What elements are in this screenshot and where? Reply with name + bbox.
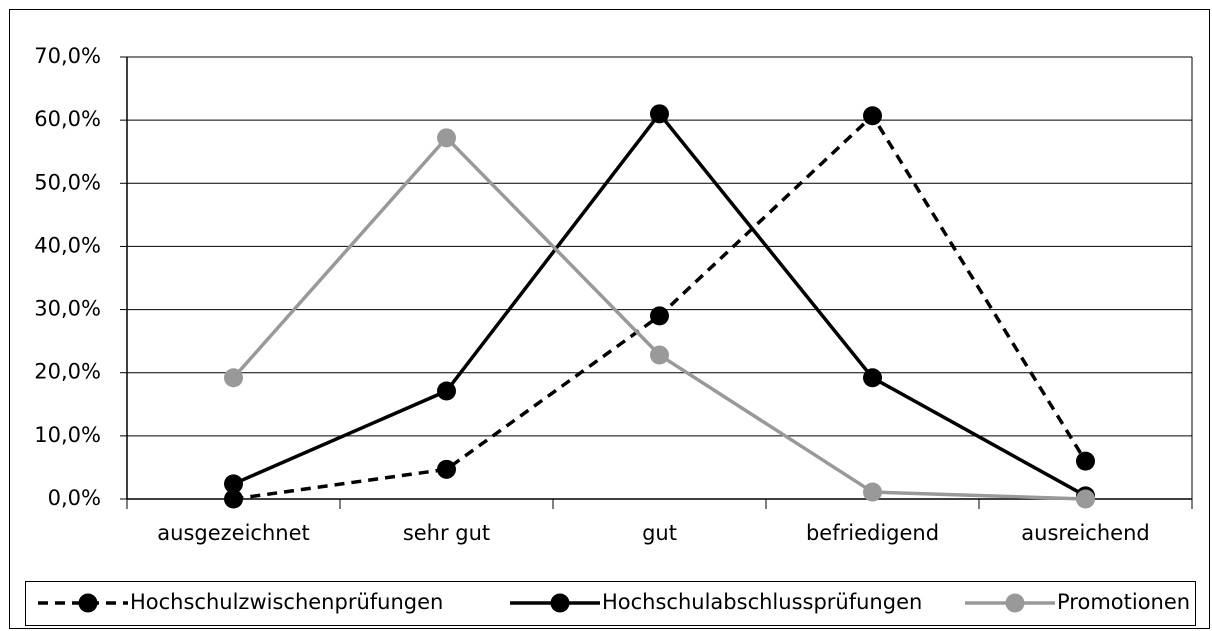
data-point [863,482,882,502]
data-point [437,128,456,148]
y-tick-label: 70,0% [34,44,101,68]
x-tick-label: ausreichend [1021,521,1149,545]
data-point [224,368,243,388]
data-point [224,489,243,509]
x-tick-label: ausgezeichnet [157,521,309,545]
data-point [650,345,669,365]
x-tick-label: gut [642,521,677,545]
data-point [650,104,669,124]
legend-label: Hochschulabschlussprüfungen [602,590,922,614]
series-line [232,111,1087,498]
data-point [650,306,669,326]
data-point [1076,451,1095,471]
data-point [863,368,882,388]
y-tick-label: 20,0% [34,360,101,384]
y-tick-label: 40,0% [34,233,101,257]
legend-label: Hochschulzwischenprüfungen [130,590,443,614]
data-point [224,474,243,494]
chart-border [9,9,1210,629]
legend-label: Promotionen [1057,590,1190,614]
y-tick-label: 60,0% [34,107,101,131]
data-point [437,381,456,401]
data-point [1076,489,1095,509]
data-point [863,106,882,126]
y-tick-label: 30,0% [34,297,101,321]
y-tick-label: 10,0% [34,423,101,447]
legend-marker [550,593,570,613]
x-tick-label: befriedigend [806,521,939,545]
y-tick-label: 0,0% [48,486,101,510]
y-tick-label: 50,0% [34,170,101,194]
data-point [437,459,456,479]
legend-marker [1005,593,1025,613]
legend-marker [78,593,98,613]
x-tick-label: sehr gut [403,521,490,545]
